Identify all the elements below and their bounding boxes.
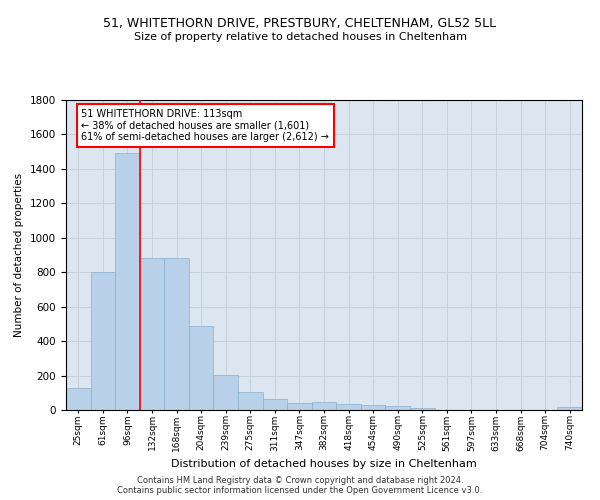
Bar <box>410 408 434 410</box>
Bar <box>140 258 164 410</box>
Bar <box>361 405 385 410</box>
X-axis label: Distribution of detached houses by size in Cheltenham: Distribution of detached houses by size … <box>171 459 477 469</box>
Bar <box>189 326 214 410</box>
Text: 51, WHITETHORN DRIVE, PRESTBURY, CHELTENHAM, GL52 5LL: 51, WHITETHORN DRIVE, PRESTBURY, CHELTEN… <box>103 18 497 30</box>
Bar <box>66 388 91 410</box>
Bar <box>336 404 361 410</box>
Bar <box>312 402 336 410</box>
Bar <box>385 406 410 410</box>
Bar <box>287 403 312 410</box>
Bar <box>263 399 287 410</box>
Bar <box>164 258 189 410</box>
Bar <box>115 154 140 410</box>
Text: Contains HM Land Registry data © Crown copyright and database right 2024.
Contai: Contains HM Land Registry data © Crown c… <box>118 476 482 495</box>
Bar <box>91 272 115 410</box>
Text: Size of property relative to detached houses in Cheltenham: Size of property relative to detached ho… <box>133 32 467 42</box>
Bar <box>214 374 238 410</box>
Text: 51 WHITETHORN DRIVE: 113sqm
← 38% of detached houses are smaller (1,601)
61% of : 51 WHITETHORN DRIVE: 113sqm ← 38% of det… <box>82 110 329 142</box>
Bar <box>238 392 263 410</box>
Bar <box>557 406 582 410</box>
Y-axis label: Number of detached properties: Number of detached properties <box>14 173 25 337</box>
